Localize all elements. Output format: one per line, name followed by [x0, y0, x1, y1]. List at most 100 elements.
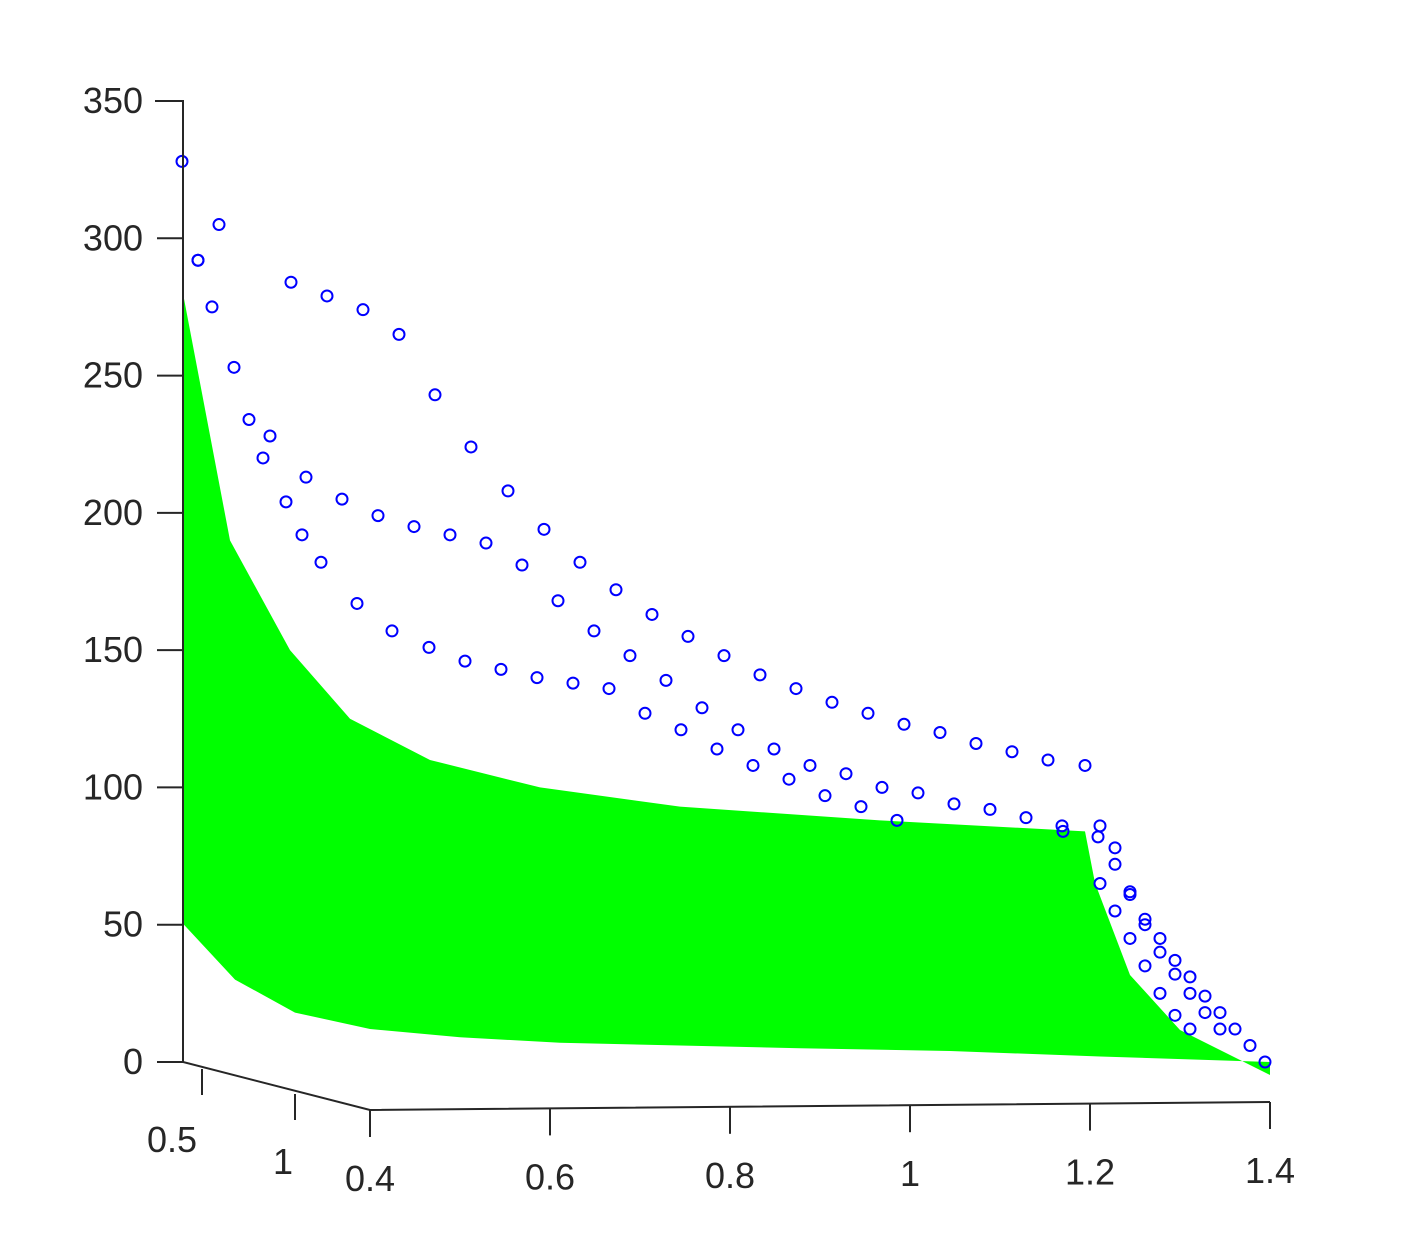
scatter-point — [1168, 967, 1182, 981]
scatter-point — [861, 706, 875, 720]
z-tick-label-100: 100 — [83, 766, 143, 807]
scatter-point — [1138, 918, 1152, 932]
scatter-point — [1243, 1039, 1257, 1053]
x-tick-label-1.2: 1.2 — [1065, 1152, 1115, 1193]
scatter-point — [1108, 904, 1122, 918]
scatter-point — [1153, 945, 1167, 959]
scatter-point — [933, 726, 947, 740]
scatter-point — [983, 802, 997, 816]
scatter-point — [1093, 877, 1107, 891]
scatter-point — [314, 555, 328, 569]
scatter-point — [890, 813, 904, 827]
scatter-point — [674, 723, 688, 737]
scatter-point — [1108, 841, 1122, 855]
scatter-point — [1168, 1008, 1182, 1022]
scatter-point — [587, 624, 601, 638]
scatter-point — [897, 717, 911, 731]
z-tick-label-200: 200 — [83, 492, 143, 533]
scatter-point — [969, 736, 983, 750]
scatter-point — [1183, 970, 1197, 984]
scatter-point — [602, 682, 616, 696]
surface-patch — [184, 298, 1270, 1076]
scatter-point — [875, 780, 889, 794]
z-tick-label-0: 0 — [123, 1041, 143, 1082]
scatter-point — [242, 413, 256, 427]
scatter-point — [1198, 1006, 1212, 1020]
scatter-point — [320, 289, 334, 303]
z-tick-label-50: 50 — [103, 904, 143, 945]
scatter-point — [1138, 959, 1152, 973]
scatter-point — [551, 594, 565, 608]
scatter-point — [256, 451, 270, 465]
scatter-point — [350, 596, 364, 610]
scatter-point — [947, 797, 961, 811]
scatter-point — [1093, 819, 1107, 833]
scatter-point — [731, 723, 745, 737]
scatter-point — [1005, 745, 1019, 759]
scatter-point — [717, 649, 731, 663]
scatter-point — [753, 668, 767, 682]
scatter-point — [911, 786, 925, 800]
scatter-point — [428, 388, 442, 402]
scatter-point — [710, 742, 724, 756]
scatter-point — [1078, 758, 1092, 772]
scatter-point — [1123, 931, 1137, 945]
scatter-point — [1055, 819, 1069, 833]
x-tick-label-1: 1 — [900, 1153, 920, 1194]
z-tick-label-350: 350 — [83, 80, 143, 121]
scatter-point — [335, 492, 349, 506]
scatter-point — [1041, 753, 1055, 767]
scatter-point — [767, 742, 781, 756]
scatter-point — [573, 555, 587, 569]
x-tick-label-1.4: 1.4 — [1245, 1150, 1295, 1191]
scatter-point — [407, 520, 421, 534]
z-tick-label-150: 150 — [83, 629, 143, 670]
y-tick-label-1: 1 — [273, 1141, 293, 1182]
scatter-point — [1153, 931, 1167, 945]
scatter-point — [1091, 830, 1105, 844]
surface-layer — [184, 298, 1270, 1076]
scatter-point — [212, 218, 226, 232]
scatter-point — [263, 429, 277, 443]
scatter-point — [295, 528, 309, 542]
axes: 0 50 100 150 200 250 300 350 0.4 0.6 0.8 1 1.2 1.4 0.5… — [83, 80, 1295, 1199]
scatter-point — [818, 789, 832, 803]
scatter-point — [839, 767, 853, 781]
scatter-point — [645, 607, 659, 621]
scatter-point — [638, 706, 652, 720]
scatter-point — [1153, 986, 1167, 1000]
scatter-point — [537, 522, 551, 536]
scatter-point — [501, 484, 515, 498]
scatter-point — [464, 440, 478, 454]
scatter-point — [1228, 1022, 1242, 1036]
scatter-point — [825, 695, 839, 709]
scatter-point — [803, 758, 817, 772]
scatter-point — [458, 654, 472, 668]
scatter-point — [530, 671, 544, 685]
scatter-point — [1168, 953, 1182, 967]
scatter-point — [1198, 989, 1212, 1003]
scatter-point — [681, 629, 695, 643]
scatter-point — [392, 327, 406, 341]
scatter-point — [782, 772, 796, 786]
scatter-point — [299, 470, 313, 484]
scatter-point — [1056, 824, 1070, 838]
scatter-point — [479, 536, 493, 550]
scatter-point — [1183, 986, 1197, 1000]
scatter-point — [284, 275, 298, 289]
scatter-point — [1213, 1006, 1227, 1020]
scatter-point — [695, 701, 709, 715]
scatter-point — [371, 509, 385, 523]
scatter-point — [515, 558, 529, 572]
x-tick-label-0.8: 0.8 — [705, 1155, 755, 1196]
scatter-markers — [175, 154, 1272, 1069]
scatter-point — [1019, 811, 1033, 825]
scatter-point — [1213, 1022, 1227, 1036]
scatter-point — [1108, 857, 1122, 871]
scatter-point — [227, 360, 241, 374]
scatter-point — [746, 758, 760, 772]
scatter-point — [385, 624, 399, 638]
z-tick-label-300: 300 — [83, 217, 143, 258]
scatter-point — [1123, 885, 1137, 899]
scatter-point — [443, 528, 457, 542]
